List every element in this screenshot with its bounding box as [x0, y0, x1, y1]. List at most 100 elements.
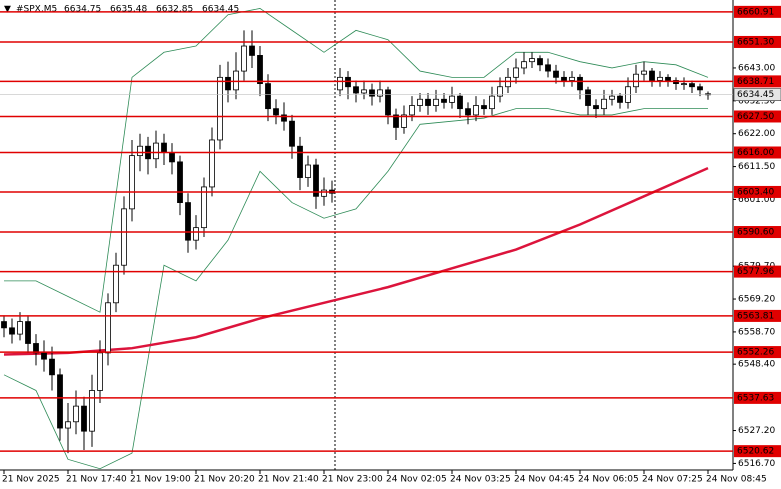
- level-label: 6577.96: [737, 267, 774, 277]
- level-label: 6590.60: [737, 228, 774, 238]
- x-tick-label: 21 Nov 2025: [2, 475, 60, 485]
- level-label-box: [734, 185, 781, 198]
- y-tick-label: 6632.50: [738, 96, 775, 106]
- y-tick-label: 6527.20: [738, 426, 775, 436]
- candle-body: [641, 70, 647, 75]
- candle-body: [89, 390, 95, 432]
- y-tick-label: 6643.00: [738, 63, 775, 73]
- candle-body: [257, 55, 263, 85]
- candle-body: [201, 186, 207, 229]
- candle-body: [305, 164, 311, 178]
- candle-body: [353, 86, 359, 94]
- candle-body: [249, 45, 255, 56]
- candle-body: [441, 98, 447, 103]
- candle-body: [185, 202, 191, 241]
- level-label-box: [734, 445, 781, 458]
- candle-body: [1, 321, 7, 329]
- current-price-label: 6634.45: [737, 90, 774, 100]
- candle-body: [209, 139, 215, 188]
- front: 6634.75 6635.48 6632.85 6634.45 6660.91 6651.…: [64, 5, 781, 458]
- candle-body: [417, 98, 423, 106]
- level-label: 6552.26: [737, 348, 774, 358]
- candle-body: [281, 114, 287, 122]
- candle-body: [369, 89, 375, 97]
- candle-body: [401, 114, 407, 128]
- candle-body: [73, 405, 79, 423]
- x-tick-label: 24 Nov 04:45: [514, 475, 575, 485]
- candle-body: [449, 95, 455, 103]
- x-tick-label: 24 Nov 08:45: [706, 475, 767, 485]
- candle-body: [225, 76, 231, 91]
- moving-average: [3, 167, 709, 356]
- level-label-box: [734, 391, 781, 404]
- candle-body: [609, 95, 615, 100]
- candle-body: [33, 343, 39, 354]
- y-tick-label: 6622.00: [738, 129, 775, 139]
- x-tick-label: 24 Nov 06:05: [578, 475, 639, 485]
- candle-body: [113, 264, 119, 304]
- level-label-box: [734, 265, 781, 278]
- candle-body: [465, 108, 471, 116]
- candle-body: [177, 161, 183, 203]
- candle-body: [697, 86, 703, 91]
- candle-body: [593, 105, 599, 110]
- candle-body: [537, 58, 543, 66]
- x-tick-label: 24 Nov 07:25: [642, 475, 703, 485]
- title-ohlc: 6632.85: [156, 5, 193, 15]
- candle-body: [585, 89, 591, 106]
- plot-area: [1, 8, 711, 470]
- candle-body: [377, 89, 383, 97]
- level-label: 6616.00: [737, 148, 774, 158]
- candle-body: [481, 105, 487, 110]
- candle-body: [265, 83, 271, 110]
- candle-body: [169, 152, 175, 163]
- candle-body: [513, 67, 519, 78]
- candle-body: [137, 145, 143, 157]
- candle-body: [193, 227, 199, 241]
- candle-body: [385, 89, 391, 116]
- level-label-box: [734, 75, 781, 88]
- candle-body: [129, 155, 135, 210]
- candle-body: [393, 114, 399, 128]
- candle-body: [489, 95, 495, 110]
- candle-body: [289, 120, 295, 147]
- candle-body: [81, 405, 87, 432]
- candle-body: [457, 95, 463, 110]
- candle-body: [665, 76, 671, 81]
- y-tick-label: 6548.40: [738, 360, 775, 370]
- x-tick-label: 24 Nov 03:25: [450, 475, 511, 485]
- y-tick-label: 6569.20: [738, 295, 775, 305]
- candle-body: [337, 76, 343, 91]
- candle-body: [545, 64, 551, 72]
- candle-body: [321, 189, 327, 197]
- candle-body: [569, 76, 575, 81]
- candle-body: [25, 321, 31, 344]
- level-label-box: [734, 110, 781, 123]
- candle-body: [217, 76, 223, 141]
- candle-body: [601, 98, 607, 110]
- candle-body: [233, 70, 239, 91]
- candle-body: [97, 352, 103, 391]
- y-tick-label: 6601.00: [738, 195, 775, 205]
- candle-body: [657, 76, 663, 81]
- candle-body: [153, 142, 159, 160]
- symbol: #SPX,M5: [16, 5, 57, 15]
- level-label: 6638.71: [737, 77, 774, 87]
- level-label-box: [734, 5, 781, 18]
- y-tick-label: 6558.70: [738, 327, 775, 337]
- candle-body: [497, 86, 503, 97]
- title-arrow: ▼: [4, 5, 11, 15]
- candle-body: [577, 76, 583, 91]
- candle-body: [553, 70, 559, 78]
- candle-body: [617, 95, 623, 103]
- candle-body: [161, 142, 167, 153]
- level-label-box: [734, 309, 781, 322]
- candle-body: [681, 83, 687, 86]
- title-ohlc: 6634.45: [202, 5, 239, 15]
- candle-body: [521, 61, 527, 69]
- current-price-box: [733, 88, 781, 101]
- level-label: 6627.50: [737, 112, 774, 122]
- candle-body: [361, 89, 367, 94]
- level-label-box: [734, 226, 781, 239]
